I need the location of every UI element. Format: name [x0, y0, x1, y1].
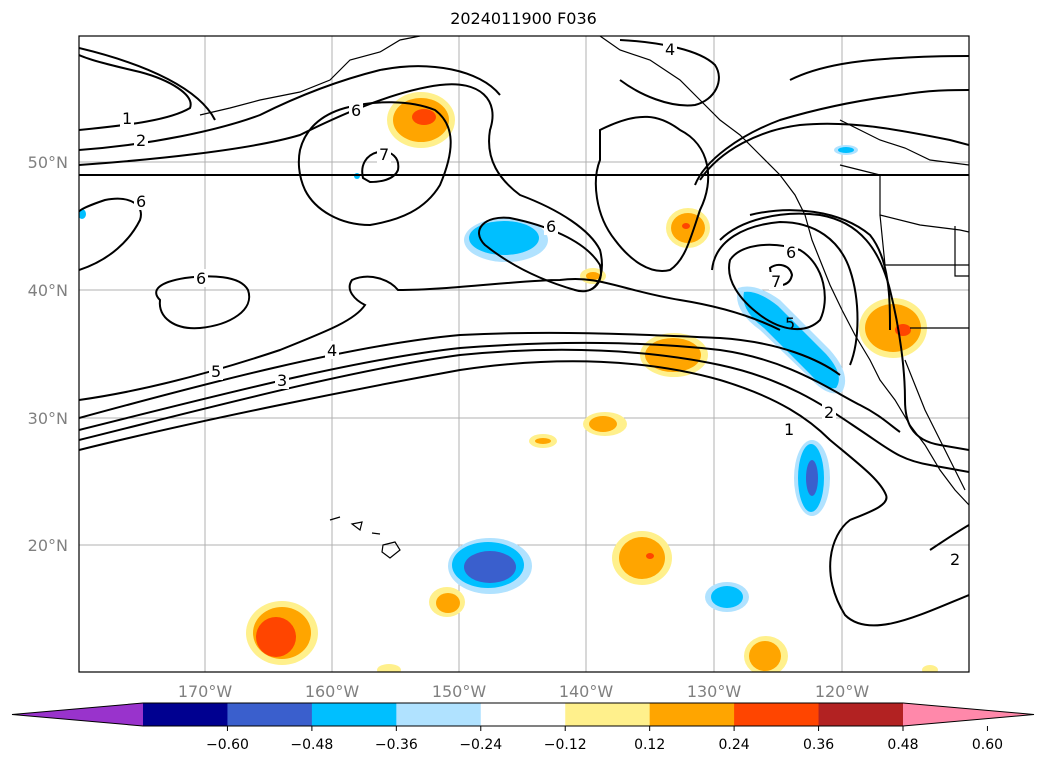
lon-label: 150°W	[432, 682, 487, 701]
positive-anomaly-small-5	[744, 636, 788, 672]
colorbar-swatch	[565, 703, 651, 726]
lon-label: 120°W	[815, 682, 870, 701]
lat-label: 50°N	[28, 153, 68, 172]
anomaly-shading	[79, 92, 938, 672]
negative-anomaly-north-pacific	[464, 218, 548, 262]
contour-label: 5	[211, 362, 221, 381]
colorbar-swatch	[311, 703, 397, 726]
latitude-labels: 50°N 40°N 30°N 20°N	[28, 153, 68, 555]
contour-label: 6	[196, 269, 206, 288]
contour-label: 2	[824, 403, 834, 422]
contour-label: 3	[277, 371, 287, 390]
contour-label: 7	[379, 145, 389, 164]
contour-label: 2	[950, 550, 960, 569]
hawaiian-islands	[329, 516, 401, 559]
colorbar-swatch	[734, 703, 820, 726]
map-title: 2024011900 F036	[450, 9, 597, 28]
positive-anomaly-small-2	[583, 412, 627, 436]
colorbar-extend-max	[903, 703, 1034, 726]
positive-anomaly-gulf-of-alaska	[387, 92, 455, 148]
colorbar-swatch	[396, 703, 482, 726]
contour-label: 4	[665, 40, 675, 59]
colorbar-tick-label: −0.48	[290, 737, 333, 753]
positive-anomaly-small-3	[529, 434, 557, 448]
negative-anomaly-subtropics-east	[794, 440, 830, 516]
colorbar-swatch	[818, 703, 904, 726]
contour-label: 7	[771, 272, 781, 291]
colorbar-swatch	[143, 703, 228, 726]
positive-anomaly-nepac	[666, 208, 710, 248]
colorbar-tick-label: 0.48	[887, 737, 918, 753]
lon-label: 130°W	[687, 682, 742, 701]
contour-label: 5	[785, 314, 795, 333]
contour-label: 2	[136, 131, 146, 150]
lat-label: 30°N	[28, 409, 68, 428]
lon-label: 140°W	[559, 682, 614, 701]
colorbar-tick-label: −0.12	[544, 737, 587, 753]
contour-label: 6	[546, 217, 556, 236]
colorbar-tick-label: 0.24	[719, 737, 750, 753]
positive-anomaly-southwest	[246, 601, 318, 665]
positive-anomaly-small-4	[429, 587, 465, 617]
colorbar-tick-label: 0.36	[803, 737, 834, 753]
colorbar-tick-label: −0.36	[375, 737, 418, 753]
colorbar: −0.60 −0.48 −0.36 −0.24 −0.12 0.12 0.24 0.36 0.4…	[11, 702, 1035, 753]
colorbar-tick-label: −0.60	[206, 737, 249, 753]
negative-anomaly-coastal	[736, 286, 846, 394]
map-frame	[78, 35, 970, 673]
colorbar-tick-label: −0.24	[459, 737, 502, 753]
contour-label: 6	[786, 243, 796, 262]
contour-label: 1	[122, 109, 132, 128]
colorbar-tick-label: 0.60	[972, 737, 1003, 753]
contour-label: 1	[784, 420, 794, 439]
positive-anomaly-calif	[859, 298, 927, 358]
lon-label: 160°W	[305, 682, 360, 701]
graticule	[79, 36, 969, 672]
colorbar-tick-label: 0.12	[634, 737, 665, 753]
longitude-labels: 170°W 160°W 150°W 140°W 130°W 120°W	[178, 682, 870, 701]
lat-label: 20°N	[28, 536, 68, 555]
colorbar-swatch	[480, 703, 566, 726]
positive-anomaly-hawaii-south	[612, 531, 672, 585]
negative-anomaly-hawaii	[448, 538, 532, 594]
colorbar-outline	[11, 702, 1035, 727]
negative-anomaly-small-east	[705, 582, 749, 612]
contour-label: 6	[136, 192, 146, 211]
colorbar-swatch	[227, 703, 313, 726]
lat-label: 40°N	[28, 281, 68, 300]
colorbar-swatch	[649, 703, 735, 726]
contour-label: 6	[351, 101, 361, 120]
colorbar-extend-min	[12, 703, 143, 726]
lon-label: 170°W	[178, 682, 233, 701]
contour-label: 4	[327, 341, 337, 360]
contour-label-group: 1 2 6 7 6 6 6 6 7 5 4 3 5 2 1 4 2	[120, 40, 962, 569]
